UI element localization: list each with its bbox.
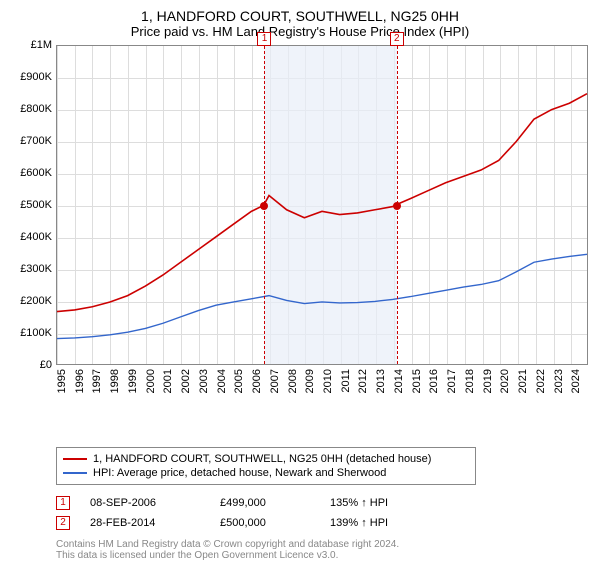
x-tick-label: 2010	[322, 369, 334, 393]
x-tick-label: 2012	[357, 369, 369, 393]
legend-swatch	[63, 472, 87, 474]
y-tick-label: £700K	[20, 135, 52, 147]
x-tick-label: 2014	[393, 369, 405, 393]
y-tick-label: £400K	[20, 231, 52, 243]
x-tick-label: 2004	[216, 369, 228, 393]
y-tick-label: £300K	[20, 263, 52, 275]
transaction-row: 2 28-FEB-2014£500,000139% ↑ HPI	[56, 513, 588, 533]
transaction-price: £499,000	[220, 497, 330, 509]
x-tick-label: 2017	[446, 369, 458, 393]
plot-area: 12	[56, 45, 588, 365]
legend: 1, HANDFORD COURT, SOUTHWELL, NG25 0HH (…	[56, 447, 476, 485]
x-tick-label: 2006	[251, 369, 263, 393]
chart-title: 1, HANDFORD COURT, SOUTHWELL, NG25 0HH	[12, 8, 588, 24]
x-axis: 1995 1996 1997 1998 1999 2000 2001 2002 2003 2004…	[56, 365, 588, 405]
y-tick-label: £0	[40, 359, 52, 371]
marker-dot	[393, 202, 401, 210]
transaction-price: £500,000	[220, 517, 330, 529]
x-tick-label: 2020	[499, 369, 511, 393]
y-axis: £0£100K£200K£300K£400K£500K£600K£700K£80…	[12, 45, 56, 365]
x-tick-label: 2000	[145, 369, 157, 393]
y-tick-label: £800K	[20, 103, 52, 115]
legend-label: HPI: Average price, detached house, Newa…	[93, 467, 386, 479]
x-tick-label: 2009	[304, 369, 316, 393]
legend-swatch	[63, 458, 87, 460]
transaction-pct: 135% ↑ HPI	[330, 497, 440, 509]
footer-attribution: Contains HM Land Registry data © Crown c…	[56, 539, 588, 561]
series-line	[57, 254, 587, 338]
x-tick-label: 1998	[109, 369, 121, 393]
y-tick-label: £500K	[20, 199, 52, 211]
x-tick-label: 2015	[411, 369, 423, 393]
x-tick-label: 2019	[482, 369, 494, 393]
line-series-svg	[57, 46, 587, 364]
x-tick-label: 2007	[269, 369, 281, 393]
transaction-pct: 139% ↑ HPI	[330, 517, 440, 529]
chart-area: £0 £100K £200K £300K £400K £500K £600K £700K £80…	[12, 45, 588, 405]
x-tick-label: 2021	[517, 369, 529, 393]
marker-label: 2	[390, 32, 404, 46]
chart-subtitle: Price paid vs. HM Land Registry's House …	[12, 24, 588, 39]
footer-line-1: Contains HM Land Registry data © Crown c…	[56, 539, 588, 550]
legend-item: 1, HANDFORD COURT, SOUTHWELL, NG25 0HH (…	[63, 452, 469, 466]
transaction-date: 08-SEP-2006	[90, 497, 220, 509]
y-tick-label: £1M	[31, 39, 52, 51]
x-tick-label: 2024	[570, 369, 582, 393]
transaction-number: 2	[56, 516, 70, 530]
x-tick-label: 2003	[198, 369, 210, 393]
x-tick-label: 2022	[535, 369, 547, 393]
x-tick-label: 1999	[127, 369, 139, 393]
x-tick-label: 2008	[287, 369, 299, 393]
transaction-row: 1 08-SEP-2006£499,000135% ↑ HPI	[56, 493, 588, 513]
marker-dot	[260, 202, 268, 210]
y-tick-label: £600K	[20, 167, 52, 179]
x-tick-label: 2011	[340, 369, 352, 393]
x-tick-label: 2018	[464, 369, 476, 393]
transaction-date: 28-FEB-2014	[90, 517, 220, 529]
x-tick-label: 1995	[56, 369, 68, 393]
footer-line-2: This data is licensed under the Open Gov…	[56, 550, 588, 561]
marker-label: 1	[257, 32, 271, 46]
x-tick-label: 2005	[233, 369, 245, 393]
transactions-table: 1 08-SEP-2006£499,000135% ↑ HPI 2 28-FEB-20…	[56, 493, 588, 533]
y-tick-label: £100K	[20, 327, 52, 339]
legend-label: 1, HANDFORD COURT, SOUTHWELL, NG25 0HH (…	[93, 453, 431, 465]
legend-item: HPI: Average price, detached house, Newa…	[63, 466, 469, 480]
y-tick-label: £900K	[20, 71, 52, 83]
x-tick-label: 2002	[180, 369, 192, 393]
x-tick-label: 2013	[375, 369, 387, 393]
x-tick-label: 1997	[91, 369, 103, 393]
x-tick-label: 1996	[74, 369, 86, 393]
x-tick-label: 2001	[162, 369, 174, 393]
transaction-number: 1	[56, 496, 70, 510]
y-tick-label: £200K	[20, 295, 52, 307]
x-tick-label: 2023	[553, 369, 565, 393]
x-tick-label: 2016	[428, 369, 440, 393]
series-line	[57, 94, 587, 312]
